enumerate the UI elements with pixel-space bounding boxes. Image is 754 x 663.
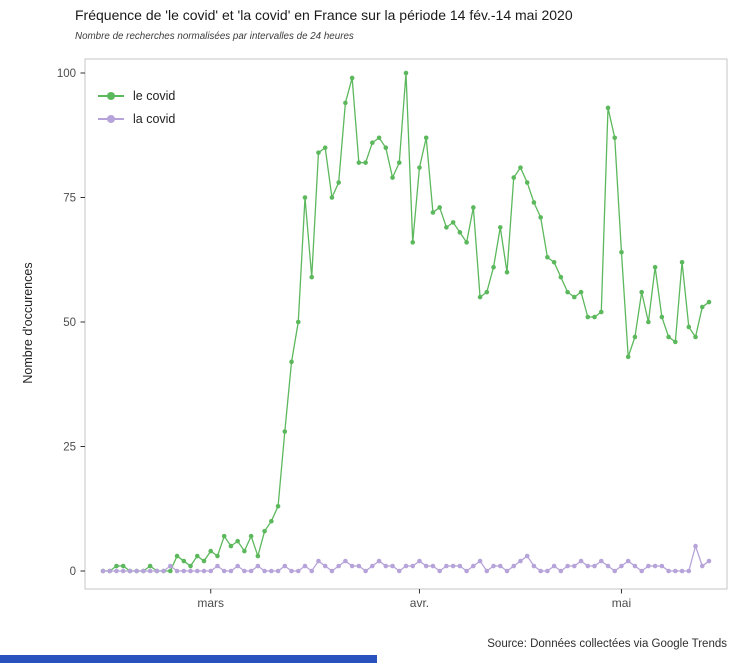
svg-text:100: 100 bbox=[57, 68, 76, 80]
svg-text:avr.: avr. bbox=[410, 596, 429, 610]
legend-key-icon bbox=[96, 89, 126, 103]
svg-text:75: 75 bbox=[63, 193, 76, 205]
legend-label: la covid bbox=[133, 111, 176, 126]
x-axis: mars avr. mai bbox=[197, 589, 631, 610]
svg-text:25: 25 bbox=[63, 442, 76, 454]
footer-accent-bar bbox=[0, 655, 377, 663]
line-chart-canvas: 0 25 50 75 100 mars avr. mai bbox=[57, 58, 728, 610]
svg-text:mars: mars bbox=[197, 596, 224, 610]
svg-text:50: 50 bbox=[63, 317, 76, 329]
series-le-covid bbox=[100, 70, 712, 574]
legend-label: le covid bbox=[133, 88, 176, 103]
source-caption: Source: Données collectées via Google Tr… bbox=[487, 638, 727, 650]
svg-text:0: 0 bbox=[70, 566, 76, 578]
legend-key-icon bbox=[96, 112, 126, 126]
series-la-covid bbox=[100, 543, 712, 574]
plot-panel bbox=[84, 58, 728, 590]
chart-title: Fréquence de 'le covid' et 'la covid' en… bbox=[75, 7, 573, 23]
legend: le covid la covid bbox=[96, 84, 175, 130]
y-axis: 0 25 50 75 100 bbox=[57, 68, 85, 578]
legend-item-la-covid: la covid bbox=[96, 107, 175, 130]
chart-subtitle: Nombre de recherches normalisées par int… bbox=[75, 31, 354, 42]
legend-item-le-covid: le covid bbox=[96, 84, 175, 107]
svg-text:mai: mai bbox=[612, 596, 631, 610]
